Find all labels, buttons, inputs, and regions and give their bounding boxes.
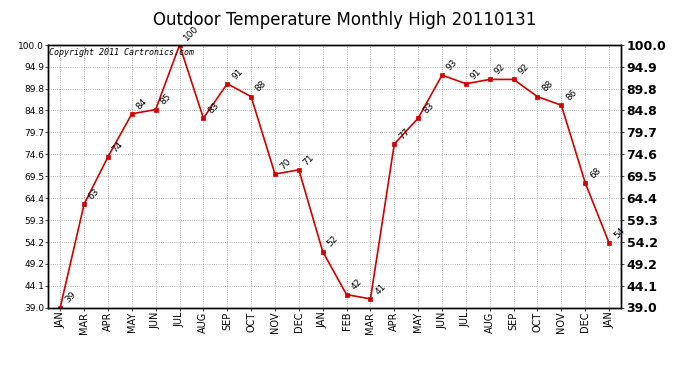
Text: 39: 39 bbox=[63, 290, 77, 305]
Text: 54: 54 bbox=[612, 226, 627, 240]
Text: 91: 91 bbox=[469, 66, 483, 81]
Text: 74: 74 bbox=[110, 140, 125, 154]
Text: 88: 88 bbox=[540, 80, 555, 94]
Text: 83: 83 bbox=[421, 101, 435, 116]
Text: 77: 77 bbox=[397, 127, 411, 141]
Text: 100: 100 bbox=[182, 24, 201, 42]
Text: 91: 91 bbox=[230, 66, 244, 81]
Text: Outdoor Temperature Monthly High 20110131: Outdoor Temperature Monthly High 2011013… bbox=[153, 11, 537, 29]
Text: 86: 86 bbox=[564, 88, 579, 102]
Text: 92: 92 bbox=[516, 62, 531, 76]
Text: 68: 68 bbox=[588, 165, 602, 180]
Text: 52: 52 bbox=[326, 234, 340, 249]
Text: 92: 92 bbox=[493, 62, 507, 76]
Text: 63: 63 bbox=[87, 187, 101, 201]
Text: 41: 41 bbox=[373, 282, 388, 296]
Text: 88: 88 bbox=[254, 80, 268, 94]
Text: 70: 70 bbox=[278, 157, 293, 171]
Text: Copyright 2011 Cartronics.com: Copyright 2011 Cartronics.com bbox=[49, 48, 194, 57]
Text: 71: 71 bbox=[302, 153, 316, 167]
Text: 85: 85 bbox=[159, 92, 173, 107]
Text: 84: 84 bbox=[135, 97, 149, 111]
Text: 42: 42 bbox=[349, 278, 364, 292]
Text: 93: 93 bbox=[445, 58, 460, 72]
Text: 83: 83 bbox=[206, 101, 221, 116]
